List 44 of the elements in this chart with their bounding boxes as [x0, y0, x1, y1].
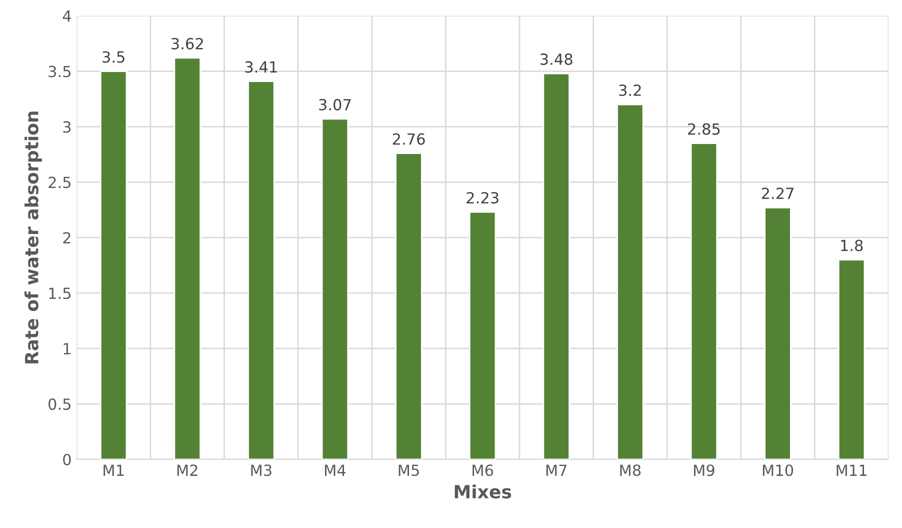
bar — [174, 57, 201, 460]
x-tick-label: M1 — [104, 464, 124, 476]
bar — [321, 118, 349, 460]
y-tick-label: 4 — [62, 10, 71, 22]
data-label: 3.48 — [540, 53, 572, 65]
y-tick-label: 0.5 — [48, 398, 70, 410]
data-label: 2.27 — [762, 188, 794, 199]
bar — [838, 259, 866, 460]
y-axis-title: Rate of water absorption — [24, 112, 42, 364]
y-tick-label: 2 — [63, 232, 70, 244]
data-label: 3.2 — [619, 84, 641, 96]
bar — [248, 80, 275, 460]
data-label: 2.85 — [688, 123, 720, 135]
y-tick-label: 1.5 — [49, 288, 70, 300]
data-label: 3.62 — [172, 38, 203, 50]
y-tick-label: 1 — [64, 343, 70, 354]
bar — [764, 206, 792, 460]
bar — [468, 211, 496, 460]
x-tick-label: M5 — [398, 464, 419, 476]
bar — [690, 142, 718, 460]
x-tick-label: M10 — [762, 464, 794, 476]
x-axis-title: Mixes — [454, 484, 512, 499]
bar — [616, 104, 644, 460]
data-label: 3.41 — [245, 61, 277, 73]
x-tick-label: M7 — [546, 464, 567, 476]
bar — [542, 72, 570, 460]
y-tick-label: 2.5 — [48, 176, 70, 188]
x-tick-label: M2 — [177, 464, 198, 476]
data-label: 3.5 — [102, 51, 124, 63]
x-tick-label: M6 — [472, 464, 494, 476]
data-label: 2.23 — [466, 192, 498, 204]
data-label: 3.07 — [319, 98, 351, 110]
x-tick-label: M8 — [620, 464, 641, 476]
x-tick-label: M9 — [694, 464, 714, 476]
data-label: 1.8 — [841, 240, 863, 252]
y-tick-label: 0 — [63, 454, 71, 466]
x-tick-label: M11 — [836, 464, 866, 476]
data-label: 2.76 — [392, 133, 425, 145]
y-tick-label: 3 — [63, 121, 71, 133]
x-tick-label: M4 — [325, 464, 346, 476]
x-tick-label: M3 — [251, 464, 272, 476]
bar — [100, 70, 128, 460]
y-tick-label: 3.5 — [48, 66, 70, 78]
bar — [395, 152, 422, 460]
